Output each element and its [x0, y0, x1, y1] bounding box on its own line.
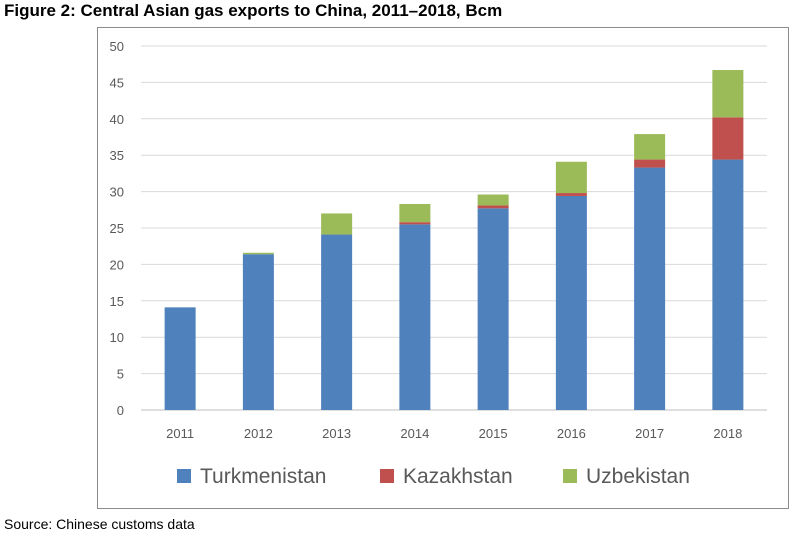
x-axis-ticks: 2011 2012 2013 2014 2015 2016 2017 2018 — [166, 426, 742, 441]
bar-turkmenistan-2014 — [399, 224, 431, 410]
legend: Turkmenistan Kazakhstan Uzbekistan — [177, 465, 690, 488]
y-axis-ticks: 0 5 10 15 20 25 30 35 40 45 50 — [110, 39, 124, 418]
bar-turkmenistan-2012 — [242, 254, 274, 410]
chart-frame: 0 5 10 15 20 25 30 35 40 45 50 2011 2012 2013 2014 201… — [97, 27, 789, 509]
bar-kazakhstan-2017 — [634, 159, 666, 168]
legend-swatch-turkmenistan — [177, 469, 191, 483]
y-tick-label: 35 — [110, 148, 124, 163]
chart-title: Figure 2: Central Asian gas exports to C… — [4, 1, 503, 20]
y-tick-label: 10 — [110, 330, 124, 345]
y-tick-label: 25 — [110, 221, 124, 236]
x-tick-label: 2015 — [479, 426, 508, 441]
bar-turkmenistan-2016 — [555, 195, 587, 410]
bar-kazakhstan-2014 — [399, 222, 431, 225]
x-tick-label: 2013 — [322, 426, 351, 441]
y-tick-label: 40 — [110, 112, 124, 127]
x-tick-label: 2014 — [400, 426, 429, 441]
x-tick-label: 2012 — [244, 426, 273, 441]
source-note: Source: Chinese customs data — [4, 516, 195, 532]
legend-swatch-uzbekistan — [563, 469, 577, 483]
bar-turkmenistan-2018 — [712, 159, 744, 410]
legend-swatch-kazakhstan — [380, 469, 394, 483]
gridlines — [141, 45, 767, 411]
bar-uzbekistan-2018 — [712, 70, 744, 118]
y-tick-label: 30 — [110, 185, 124, 200]
x-tick-label: 2017 — [635, 426, 664, 441]
bar-kazakhstan-2015 — [477, 205, 509, 209]
y-tick-label: 0 — [117, 403, 124, 418]
bar-kazakhstan-2016 — [555, 193, 587, 196]
y-tick-label: 20 — [110, 257, 124, 272]
bar-turkmenistan-2011 — [164, 307, 196, 410]
y-tick-label: 50 — [110, 39, 124, 54]
bar-turkmenistan-2013 — [321, 234, 353, 410]
y-tick-label: 5 — [117, 367, 124, 382]
x-tick-label: 2016 — [557, 426, 586, 441]
bar-uzbekistan-2016 — [555, 161, 587, 194]
bar-uzbekistan-2014 — [399, 203, 431, 223]
bars — [164, 70, 744, 410]
bar-uzbekistan-2012 — [242, 252, 274, 255]
bar-uzbekistan-2017 — [634, 134, 666, 160]
y-tick-label: 15 — [110, 294, 124, 309]
bar-uzbekistan-2013 — [321, 213, 353, 235]
x-tick-label: 2011 — [166, 426, 194, 441]
legend-label-kazakhstan: Kazakhstan — [403, 465, 513, 488]
bar-turkmenistan-2017 — [634, 167, 666, 410]
bar-kazakhstan-2018 — [712, 117, 744, 160]
legend-label-uzbekistan: Uzbekistan — [586, 465, 690, 488]
legend-label-turkmenistan: Turkmenistan — [200, 465, 326, 488]
bar-turkmenistan-2015 — [477, 208, 509, 410]
bar-uzbekistan-2015 — [477, 194, 509, 206]
y-tick-label: 45 — [110, 75, 124, 90]
x-tick-label: 2018 — [713, 426, 742, 441]
